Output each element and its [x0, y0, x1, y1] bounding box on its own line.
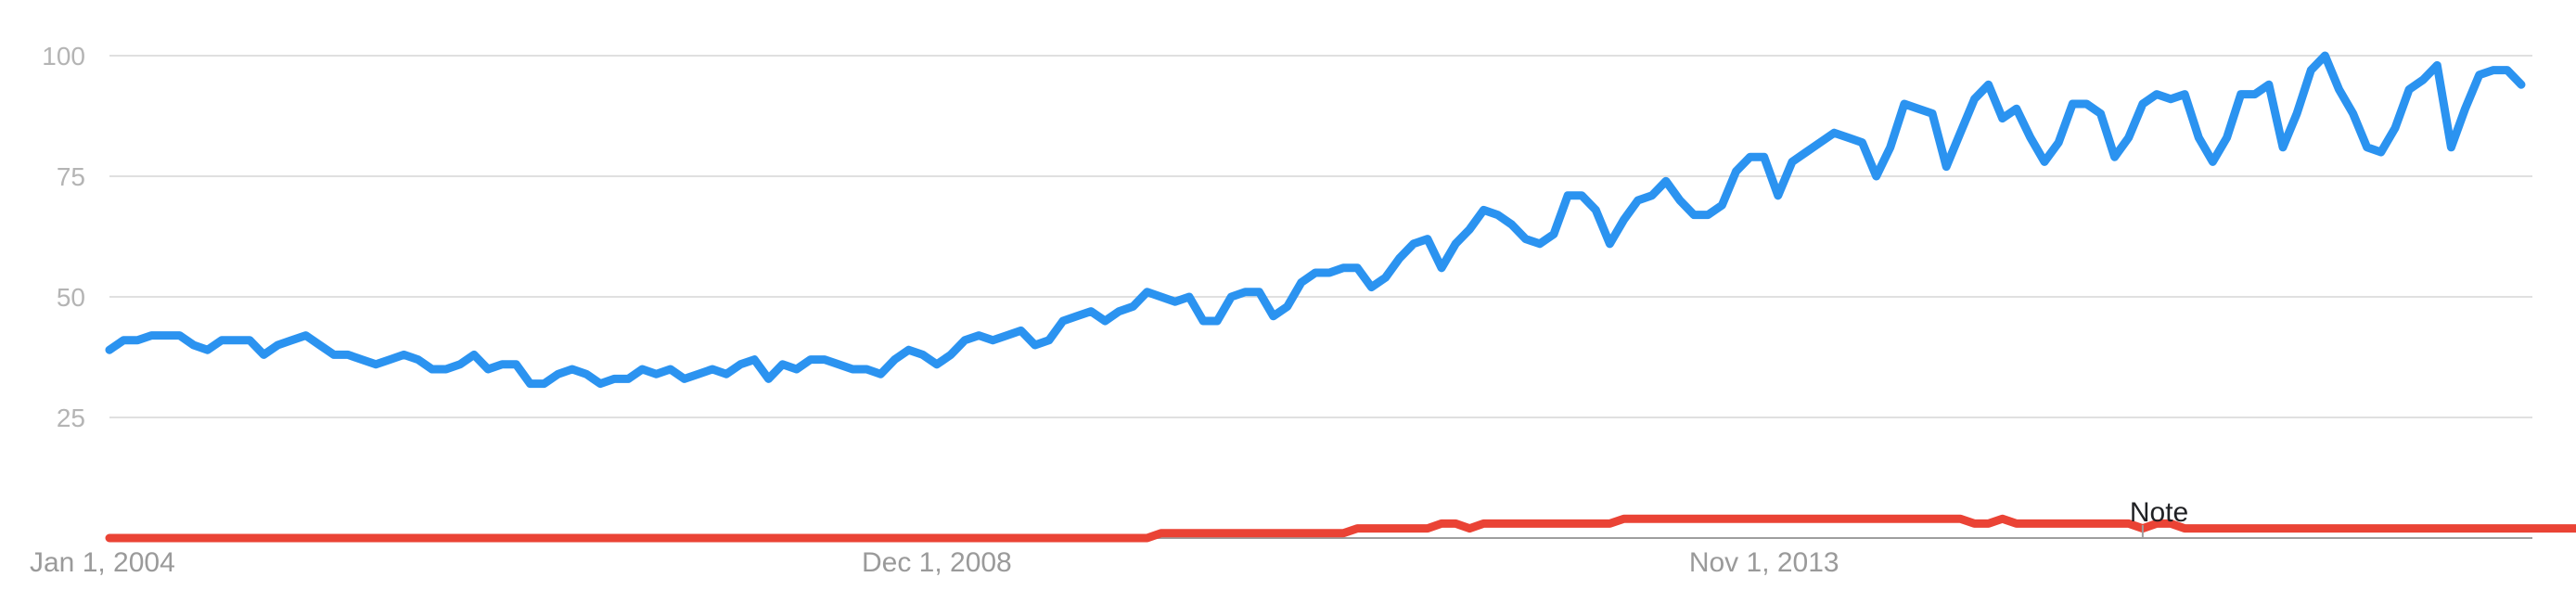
- annotation-note-label[interactable]: Note: [2130, 497, 2188, 528]
- series-line-1: [105, 514, 2576, 543]
- y-tick-label-100: 100: [42, 42, 85, 71]
- y-tick-label-25: 25: [57, 404, 85, 432]
- series-line-0: [105, 51, 2526, 389]
- x-tick-label-2: Nov 1, 2013: [1689, 547, 1839, 578]
- y-tick-label-75: 75: [57, 162, 85, 191]
- y-tick-label-50: 50: [57, 283, 85, 312]
- x-tick-label-0: Jan 1, 2004: [30, 547, 175, 578]
- x-tick-label-1: Dec 1, 2008: [862, 547, 1012, 578]
